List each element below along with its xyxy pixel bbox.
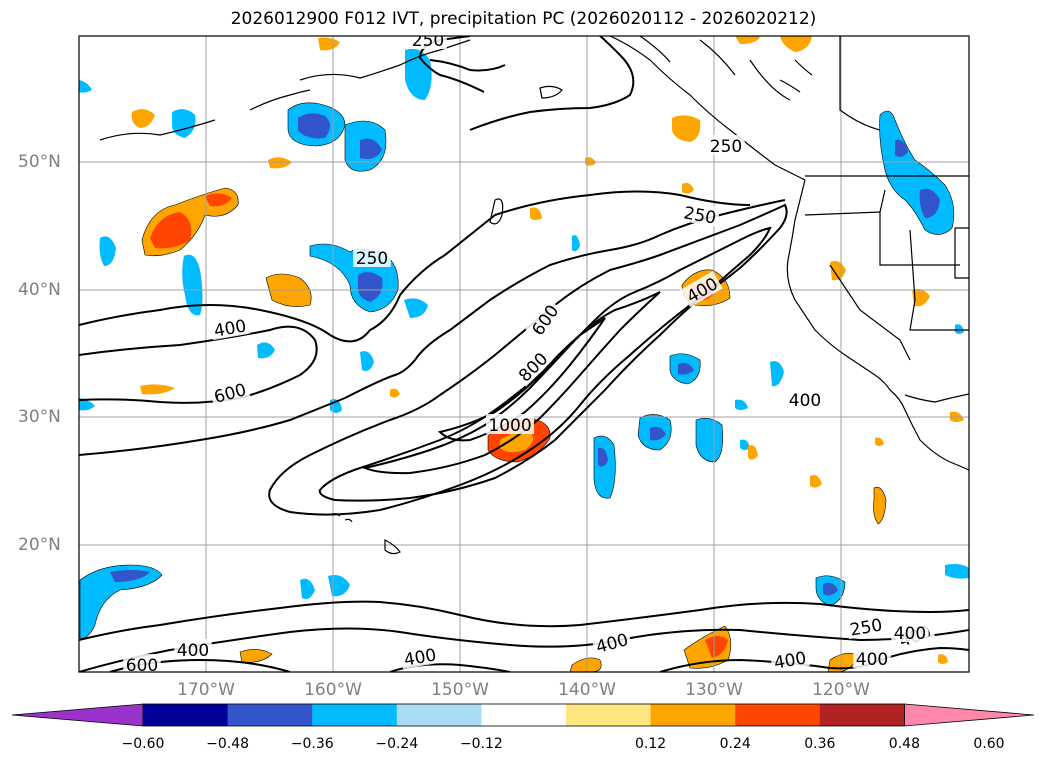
colorbar bbox=[11, 703, 1035, 727]
contour-label: 400 bbox=[769, 645, 811, 673]
contour-label: 250 bbox=[679, 200, 721, 229]
colorbar-segment bbox=[227, 704, 313, 726]
contour-label-background bbox=[399, 642, 441, 670]
lat-label-40n: 40°N bbox=[18, 280, 61, 300]
contour-label-text: 400 bbox=[894, 624, 926, 644]
contour-label: 400 bbox=[174, 639, 212, 661]
contour-label-background bbox=[591, 627, 633, 657]
contour-label-background bbox=[891, 622, 929, 642]
map-plot-area: 2502502502504004004004004004004006006006… bbox=[79, 31, 969, 676]
contour-label-text: 400 bbox=[772, 648, 807, 673]
contour-label: 400 bbox=[853, 648, 891, 670]
contour-label: 1000 bbox=[486, 414, 534, 436]
contour-label-background bbox=[769, 645, 811, 672]
contour-label: 400 bbox=[786, 389, 824, 411]
colorbar-tick-label: 0.60 bbox=[973, 736, 1005, 752]
colorbar-outline bbox=[142, 703, 905, 727]
contour-label-background bbox=[353, 247, 391, 267]
colorbar-tick-label: −0.24 bbox=[375, 736, 419, 752]
contour-label-background bbox=[174, 639, 212, 659]
colorbar-segment bbox=[735, 704, 821, 726]
map-frame bbox=[78, 35, 970, 673]
colorbar-tick-label: 0.36 bbox=[804, 736, 836, 752]
colorbar-tick-label: −0.60 bbox=[121, 736, 165, 752]
contour-label-background bbox=[679, 200, 721, 228]
contour-label-background bbox=[845, 612, 887, 640]
colorbar-tick-label: 0.48 bbox=[888, 736, 920, 752]
contour-label-background bbox=[409, 36, 447, 49]
contour-label-background bbox=[209, 377, 251, 407]
contour-label-background bbox=[786, 389, 824, 409]
lat-label-30n: 30°N bbox=[18, 407, 61, 427]
colorbar-tick-label: −0.48 bbox=[206, 736, 250, 752]
contour-label-text: 250 bbox=[356, 249, 388, 269]
map-gridlines bbox=[79, 36, 969, 672]
lat-label-50n: 50°N bbox=[18, 152, 61, 172]
contour-label-background bbox=[680, 271, 723, 308]
lon-label-130w: 130°W bbox=[685, 680, 743, 700]
colorbar-segment bbox=[650, 704, 736, 726]
colorbar-tick-label: −0.12 bbox=[459, 736, 503, 752]
contour-label: 250 bbox=[353, 247, 391, 269]
colorbar-tick-label: −0.36 bbox=[290, 736, 334, 752]
contour-label-background bbox=[123, 654, 161, 672]
lon-label-140w: 140°W bbox=[558, 680, 616, 700]
colorbar-segment bbox=[566, 704, 652, 726]
contour-label-text: 250 bbox=[412, 31, 444, 51]
figure-title: 2026012900 F012 IVT, precipitation PC (2… bbox=[230, 9, 817, 29]
lat-label-20n: 20°N bbox=[18, 535, 61, 555]
colorbar-segment bbox=[312, 704, 398, 726]
colorbar-extend-low bbox=[11, 703, 144, 727]
ivt-contours bbox=[79, 36, 969, 672]
colorbar-segment bbox=[143, 704, 229, 726]
precip-positive-blobs bbox=[131, 36, 964, 672]
lon-label-150w: 150°W bbox=[431, 680, 489, 700]
contour-label-text: 600 bbox=[126, 656, 158, 676]
colorbar-segment bbox=[481, 704, 567, 726]
contour-label: 250 bbox=[409, 31, 447, 51]
colorbar-tick-label: 0.24 bbox=[719, 736, 751, 752]
coastlines bbox=[99, 36, 969, 555]
contour-label-background bbox=[853, 648, 891, 668]
contour-labels: 2502502502504004004004004004004006006006… bbox=[123, 31, 936, 676]
contour-label-text: 1000 bbox=[488, 416, 531, 436]
contour-label: 250 bbox=[707, 135, 745, 157]
colorbar-extend-high bbox=[904, 703, 1035, 727]
lon-label-170w: 170°W bbox=[177, 680, 235, 700]
lon-label-120w: 120°W bbox=[812, 680, 870, 700]
contour-label-text: 400 bbox=[789, 391, 821, 411]
contour-label: 400 bbox=[891, 622, 929, 644]
precip-negative-blobs bbox=[79, 48, 969, 639]
contour-label-background bbox=[525, 298, 564, 341]
contour-label-text: 400 bbox=[177, 641, 209, 661]
colorbar-segment bbox=[819, 704, 905, 726]
contour-label-background bbox=[511, 345, 553, 387]
contour-label: 400 bbox=[209, 313, 251, 342]
contour-label-background bbox=[707, 135, 745, 155]
contour-label-background bbox=[486, 414, 534, 434]
contour-label-text: 250 bbox=[710, 137, 742, 157]
contour-label-background bbox=[209, 313, 251, 341]
contour-label: 600 bbox=[123, 654, 161, 676]
contour-label-text: 400 bbox=[856, 650, 888, 670]
colorbar-tick-label: 0.12 bbox=[635, 736, 667, 752]
colorbar-segment bbox=[396, 704, 482, 726]
contour-label: 250 bbox=[845, 612, 887, 641]
lon-label-160w: 160°W bbox=[304, 680, 362, 700]
